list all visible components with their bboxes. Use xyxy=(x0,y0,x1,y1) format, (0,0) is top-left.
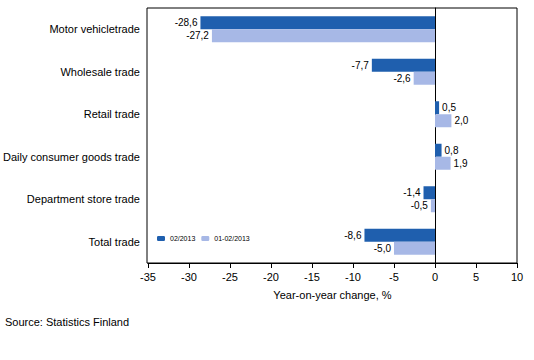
svg-text:Total trade: Total trade xyxy=(89,236,140,248)
svg-text:-1,4: -1,4 xyxy=(403,187,421,198)
svg-text:5: 5 xyxy=(473,271,479,283)
svg-text:2,0: 2,0 xyxy=(454,115,468,126)
svg-text:1,9: 1,9 xyxy=(454,158,468,169)
svg-text:02/2013: 02/2013 xyxy=(170,235,195,242)
svg-text:-27,2: -27,2 xyxy=(186,30,209,41)
svg-text:-20: -20 xyxy=(263,271,279,283)
svg-text:-10: -10 xyxy=(345,271,361,283)
svg-text:-5,0: -5,0 xyxy=(374,243,392,254)
svg-text:Daily consumer goods trade: Daily consumer goods trade xyxy=(3,151,140,163)
svg-text:Source: Statistics Finland: Source: Statistics Finland xyxy=(5,316,129,328)
svg-text:-15: -15 xyxy=(304,271,320,283)
svg-text:-30: -30 xyxy=(181,271,197,283)
svg-text:0: 0 xyxy=(432,271,438,283)
svg-text:-28,6: -28,6 xyxy=(175,17,198,28)
svg-text:0,8: 0,8 xyxy=(445,145,459,156)
svg-text:-2,6: -2,6 xyxy=(393,73,411,84)
svg-text:-8,6: -8,6 xyxy=(344,230,362,241)
svg-text:Year-on-year change, %: Year-on-year change, % xyxy=(273,289,391,301)
svg-text:-35: -35 xyxy=(140,271,156,283)
svg-text:Retail trade: Retail trade xyxy=(84,108,140,120)
svg-text:Department store trade: Department store trade xyxy=(27,193,140,205)
svg-text:01-02/2013: 01-02/2013 xyxy=(214,235,250,242)
svg-text:-25: -25 xyxy=(222,271,238,283)
svg-text:Wholesale trade: Wholesale trade xyxy=(60,66,140,78)
svg-text:-0,5: -0,5 xyxy=(411,200,429,211)
svg-text:-5: -5 xyxy=(389,271,399,283)
svg-text:-7,7: -7,7 xyxy=(352,60,370,71)
svg-text:10: 10 xyxy=(511,271,523,283)
svg-text:Motor vehicletrade: Motor vehicletrade xyxy=(49,23,140,35)
svg-text:0,5: 0,5 xyxy=(442,102,456,113)
